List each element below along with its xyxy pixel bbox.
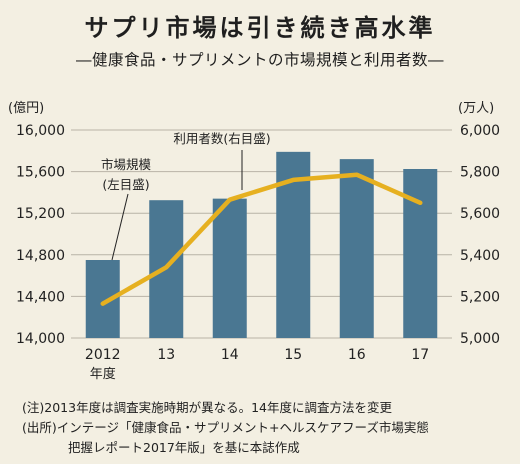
note-text: (注)2013年度は調査実施時期が異なる。14年度に調査方法を変更 bbox=[22, 400, 392, 415]
notes: (注)2013年度は調査実施時期が異なる。14年度に調査方法を変更 (出所)イン… bbox=[22, 398, 512, 458]
line-series-label: 利用者数(右目盛) bbox=[173, 131, 270, 146]
y-right-tick-label: 5,200 bbox=[460, 289, 500, 305]
source-text: (出所)インテージ「健康食品・サプリメント+ヘルスケアフーズ市場実態 bbox=[22, 420, 429, 435]
y-left-tick-label: 14,000 bbox=[16, 331, 65, 347]
chart-subtitle: ―健康食品・サプリメントの市場規模と利用者数― bbox=[75, 51, 444, 69]
x-tick-label: 13 bbox=[157, 347, 175, 363]
y-left-tick-label: 16,000 bbox=[16, 123, 65, 139]
x-tick-label: 14 bbox=[221, 347, 239, 363]
y-right-tick-label: 5,600 bbox=[460, 206, 500, 222]
chart-title: サプリ市場は引き続き高水準 bbox=[84, 14, 436, 42]
y-right-unit: (万人) bbox=[458, 101, 494, 116]
x-tick-label: 15 bbox=[284, 347, 302, 363]
bar bbox=[339, 159, 374, 338]
users-line bbox=[100, 172, 423, 306]
x-tick-label: 2012 bbox=[85, 347, 121, 363]
bar bbox=[212, 198, 247, 338]
bar bbox=[403, 169, 438, 338]
source-text-cont: 把握レポート2017年版」を基に本誌作成 bbox=[68, 440, 300, 455]
bar-series-leader-line bbox=[111, 193, 129, 261]
bar-series-label-line1: 市場規模 bbox=[101, 157, 152, 172]
y-right-tick-label: 5,400 bbox=[460, 248, 500, 264]
y-left-tick-label: 15,600 bbox=[16, 165, 65, 181]
x-tick-label: 16 bbox=[348, 347, 366, 363]
x-tick-sublabel: 年度 bbox=[90, 366, 116, 382]
combo-chart: 14,000 5,000 14,400 5,200 14,800 5,400 15,200 5… bbox=[8, 100, 500, 382]
x-tick-label: 17 bbox=[411, 347, 429, 363]
y-left-tick-label: 15,200 bbox=[16, 206, 65, 222]
bar-series-label-line2: (左目盛) bbox=[102, 177, 149, 192]
y-left-tick-label: 14,800 bbox=[16, 248, 65, 264]
y-left-tick-label: 14,400 bbox=[16, 289, 65, 305]
y-left-unit: (億円) bbox=[8, 100, 44, 116]
y-right-tick-label: 5,000 bbox=[460, 331, 500, 347]
y-right-tick-label: 6,000 bbox=[460, 123, 500, 139]
y-right-tick-label: 5,800 bbox=[460, 165, 500, 181]
